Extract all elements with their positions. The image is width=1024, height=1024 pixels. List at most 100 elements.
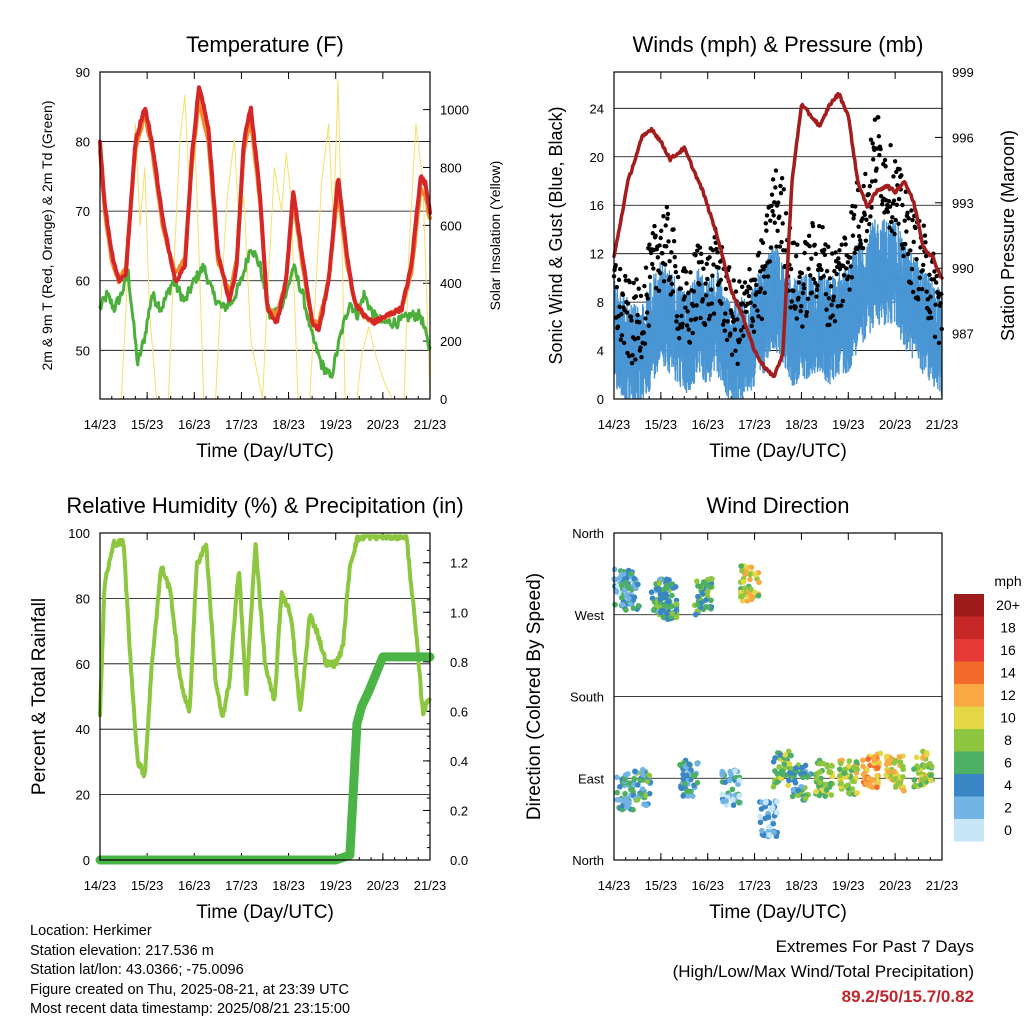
gust-point: [728, 331, 733, 336]
direction-point: [829, 763, 835, 769]
legend-swatch: [954, 616, 984, 639]
direction-point: [896, 754, 903, 760]
gust-point: [795, 242, 800, 247]
gust-point: [777, 244, 783, 249]
gust-point: [635, 335, 641, 341]
direction-point: [927, 760, 933, 767]
gust-point: [916, 287, 921, 292]
gust-point: [927, 310, 933, 315]
gust-point: [653, 233, 658, 238]
direction-point: [838, 780, 844, 786]
gust-point: [897, 167, 902, 172]
direction-point: [747, 576, 753, 583]
direction-point: [646, 772, 653, 779]
direction-point: [617, 784, 623, 790]
x-tick-label: 14/23: [84, 417, 117, 432]
gust-point: [800, 290, 806, 296]
direction-point: [739, 568, 745, 574]
direction-point: [736, 792, 743, 799]
x-axis-label: Time (Day/UTC): [196, 902, 334, 923]
gust-point: [684, 323, 690, 328]
gust-point: [806, 233, 812, 238]
direction-point: [924, 750, 930, 756]
gust-point: [760, 240, 766, 246]
x-tick-label: 14/23: [598, 417, 631, 432]
y-right-tick-label: 0.6: [450, 704, 468, 719]
direction-point: [704, 588, 711, 595]
gust-point: [704, 261, 709, 267]
gust-point: [802, 250, 807, 256]
gust-point: [867, 221, 872, 227]
direction-point: [849, 786, 856, 792]
gust-point: [814, 294, 819, 299]
direction-point: [726, 777, 733, 784]
gust-point: [811, 276, 816, 282]
y-tick-label: 4: [597, 344, 604, 359]
gust-point: [808, 273, 813, 278]
direction-point: [692, 611, 699, 618]
gust-point: [661, 279, 667, 284]
gust-point: [646, 323, 652, 328]
gust-point: [670, 289, 676, 294]
x-tick-label: 17/23: [225, 878, 258, 893]
direction-point: [619, 806, 626, 813]
gust-point: [804, 313, 809, 318]
gust-point: [672, 254, 677, 260]
direction-point: [846, 758, 853, 764]
gust-point: [788, 305, 793, 310]
gust-point: [886, 199, 892, 204]
gust-point: [933, 302, 938, 308]
gust-point: [764, 228, 769, 233]
direction-point: [759, 827, 765, 834]
gust-point: [831, 294, 837, 299]
gust-point: [638, 293, 644, 299]
direction-point: [614, 774, 620, 781]
gust-point: [910, 217, 915, 223]
gust-point: [856, 224, 861, 229]
gust-point: [851, 212, 857, 218]
gust-point: [743, 309, 749, 315]
direction-point: [683, 772, 690, 779]
gust-point: [706, 302, 711, 307]
direction-point: [719, 772, 726, 778]
gust-point: [876, 134, 882, 139]
gust-point: [703, 281, 708, 286]
gust-point: [701, 266, 706, 271]
direction-point: [706, 576, 712, 583]
direction-point: [664, 582, 670, 589]
direction-point: [874, 765, 881, 771]
direction-point: [730, 802, 737, 809]
gust-point: [674, 314, 680, 319]
gust-point: [715, 250, 720, 255]
gust-point: [892, 159, 898, 164]
gust-point: [634, 277, 639, 282]
gust-point: [876, 115, 881, 120]
gust-point: [849, 275, 855, 280]
gust-point: [648, 250, 654, 256]
gust-point: [891, 174, 896, 179]
y-tick-label: 100: [68, 526, 90, 541]
direction-point: [729, 786, 736, 793]
gust-point: [832, 268, 837, 274]
gust-point: [925, 297, 930, 302]
gust-point: [843, 242, 848, 247]
direction-point: [799, 764, 805, 771]
gust-point: [644, 292, 649, 298]
gust-point: [936, 340, 942, 346]
direction-point: [773, 809, 780, 816]
gust-point: [830, 313, 835, 318]
direction-point: [782, 752, 789, 758]
t2m-line: [98, 85, 432, 333]
direction-point: [628, 571, 634, 577]
gust-point: [673, 263, 678, 269]
chart-title: Temperature (F): [186, 32, 344, 57]
gust-point: [734, 317, 740, 322]
direction-point: [637, 777, 643, 784]
direction-point: [897, 759, 904, 765]
x-tick-label: 21/23: [926, 417, 959, 432]
direction-point: [656, 580, 663, 586]
direction-point: [824, 763, 831, 770]
gust-point: [699, 259, 704, 265]
gust-point: [693, 316, 699, 321]
